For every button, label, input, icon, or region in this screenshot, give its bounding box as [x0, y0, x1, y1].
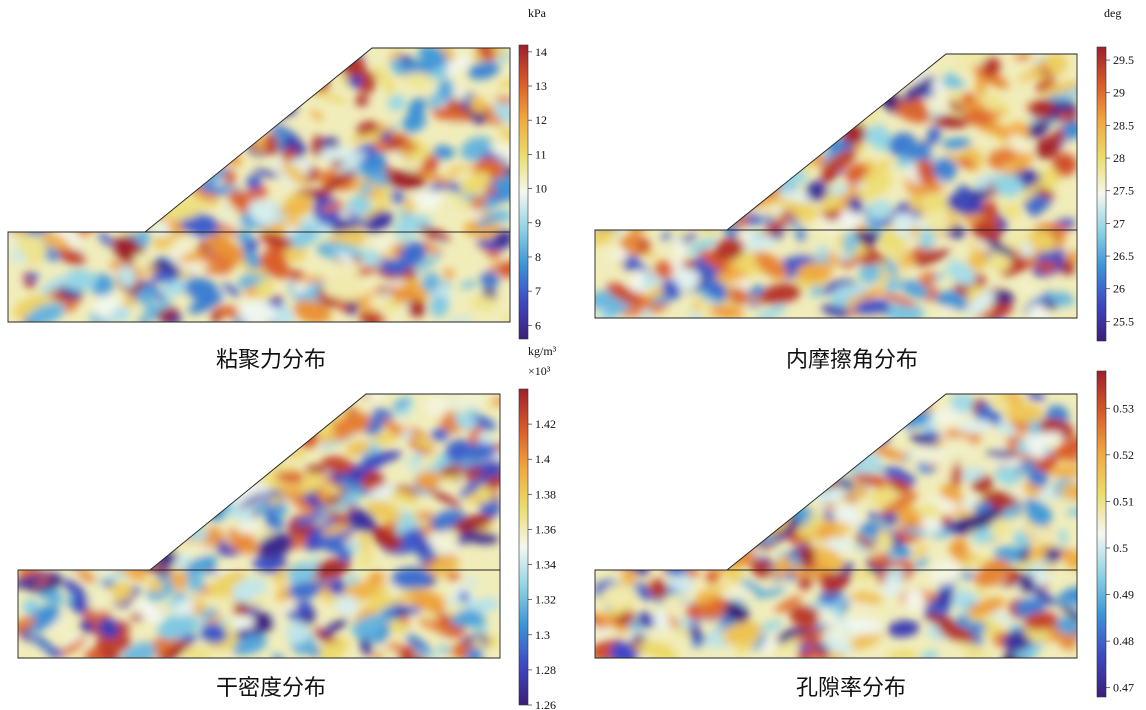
colorbar-tick-label: 1.26 [535, 698, 556, 710]
dry-density-field-plot [17, 393, 501, 659]
friction-angle-colorbar: 25.5 26 26.5 27 27.5 28 28.5 29 29.5 [1096, 46, 1134, 342]
cohesion-colorbar: 6 7 8 9 10 11 12 13 14 [518, 44, 547, 340]
colorbar-tick-label: 11 [535, 147, 547, 161]
field-fill [595, 394, 1077, 658]
colorbar-tick-label: 25.5 [1113, 314, 1134, 328]
colorbar-tick-label: 0.49 [1113, 588, 1134, 602]
colorbar-tick-label: 28.5 [1113, 118, 1134, 132]
colorbar-gradient [1096, 370, 1107, 698]
colorbar-tick-label: 27.5 [1113, 184, 1134, 198]
cohesion-unit: kPa [528, 6, 546, 20]
friction-angle-field-plot [594, 53, 1078, 319]
colorbar-tick-label: 27 [1113, 216, 1125, 230]
colorbar-tick-label: 13 [535, 79, 547, 93]
dry-density-colorbar: 1.26 1.28 1.3 1.32 1.34 1.36 1.38 1.4 1.42 [518, 388, 556, 710]
colorbar-tick-label: 0.47 [1113, 681, 1134, 695]
colorbar-tick-label: 26 [1113, 282, 1125, 296]
friction-angle-unit: deg [1104, 6, 1122, 20]
colorbar-tick-label: 0.51 [1113, 494, 1134, 508]
colorbar-tick-label: 14 [535, 45, 547, 59]
colorbar-tick-label: 9 [535, 216, 541, 230]
field-fill [595, 54, 1077, 318]
field-fill [8, 48, 510, 322]
porosity-field-plot [594, 393, 1078, 659]
colorbar-tick-label: 1.42 [535, 417, 556, 431]
colorbar-tick-label: 0.5 [1113, 541, 1128, 555]
colorbar-tick-label: 0.48 [1113, 634, 1134, 648]
colorbar-tick-label: 1.28 [535, 663, 556, 677]
colorbar-tick-label: 26.5 [1113, 249, 1134, 263]
colorbar-tick-label: 29.5 [1113, 53, 1134, 67]
colorbar-gradient [518, 44, 529, 340]
colorbar-gradient [1096, 46, 1107, 342]
colorbar-tick-label: 29 [1113, 86, 1125, 100]
colorbar-tick-label: 10 [535, 182, 547, 196]
field-fill [18, 394, 500, 658]
dry-density-unit: kg/m³ [528, 344, 557, 358]
cohesion-panel: 粘聚力分布 kPa 6 7 8 9 10 11 12 13 14 [0, 0, 560, 380]
dry-density-exponent: ×10³ [528, 364, 551, 378]
colorbar-tick-label: 1.36 [535, 522, 556, 536]
cohesion-title: 粘聚力分布 [216, 348, 327, 373]
friction-angle-panel: 内摩擦角分布 deg 25.5 26 26.5 27 27.5 28 28.5 29 29.5 [580, 0, 1146, 380]
colorbar-tick-label: 0.53 [1113, 401, 1134, 415]
colorbar-tick-label: 1.4 [535, 452, 550, 466]
colorbar-tick-label: 8 [535, 250, 541, 264]
friction-angle-title: 内摩擦角分布 [786, 348, 919, 373]
porosity-panel: 孔隙率分布 0.47 0.48 0.49 0.5 0.51 0.52 0.53 [580, 370, 1146, 710]
cohesion-field-plot [7, 47, 511, 323]
colorbar-tick-label: 0.52 [1113, 448, 1134, 462]
dry-density-panel: 干密度分布 kg/m³ ×10³ 1.26 1.28 1.3 1.32 1.34 1.36… [0, 344, 560, 710]
colorbar-tick-label: 1.34 [535, 558, 556, 572]
colorbar-tick-label: 1.3 [535, 628, 550, 642]
porosity-title: 孔隙率分布 [796, 676, 907, 701]
colorbar-tick-label: 28 [1113, 151, 1125, 165]
colorbar-gradient [518, 388, 529, 706]
colorbar-tick-label: 1.38 [535, 487, 556, 501]
dry-density-title: 干密度分布 [216, 676, 327, 701]
colorbar-tick-label: 12 [535, 113, 547, 127]
colorbar-tick-label: 7 [535, 284, 541, 298]
colorbar-tick-label: 1.32 [535, 593, 556, 607]
colorbar-tick-label: 6 [535, 318, 541, 332]
porosity-colorbar: 0.47 0.48 0.49 0.5 0.51 0.52 0.53 [1096, 370, 1134, 698]
